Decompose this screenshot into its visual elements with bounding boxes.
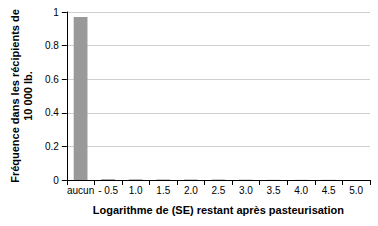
svg-text:3.0: 3.0 bbox=[239, 185, 253, 196]
svg-text:1: 1 bbox=[53, 7, 59, 18]
svg-text:10 000 lb.: 10 000 lb. bbox=[22, 71, 34, 121]
svg-text:Fréquence dans les récipients: Fréquence dans les récipients de bbox=[9, 9, 21, 183]
svg-text:4.0: 4.0 bbox=[294, 185, 308, 196]
svg-text:3.5: 3.5 bbox=[267, 185, 281, 196]
svg-text:- 0.5: - 0.5 bbox=[98, 185, 118, 196]
svg-text:0: 0 bbox=[53, 175, 59, 186]
svg-text:0.2: 0.2 bbox=[45, 141, 59, 152]
svg-text:2.0: 2.0 bbox=[184, 185, 198, 196]
svg-text:5.0: 5.0 bbox=[349, 185, 363, 196]
svg-text:Logarithme de (SE) restant apr: Logarithme de (SE) restant après pasteur… bbox=[93, 204, 345, 216]
svg-text:0.6: 0.6 bbox=[45, 74, 59, 85]
svg-text:2.5: 2.5 bbox=[211, 185, 225, 196]
svg-text:aucun: aucun bbox=[67, 185, 94, 196]
svg-text:1.5: 1.5 bbox=[156, 185, 170, 196]
svg-text:4.5: 4.5 bbox=[322, 185, 336, 196]
svg-text:0.4: 0.4 bbox=[45, 107, 59, 118]
svg-text:0.8: 0.8 bbox=[45, 40, 59, 51]
svg-text:1.0: 1.0 bbox=[129, 185, 143, 196]
